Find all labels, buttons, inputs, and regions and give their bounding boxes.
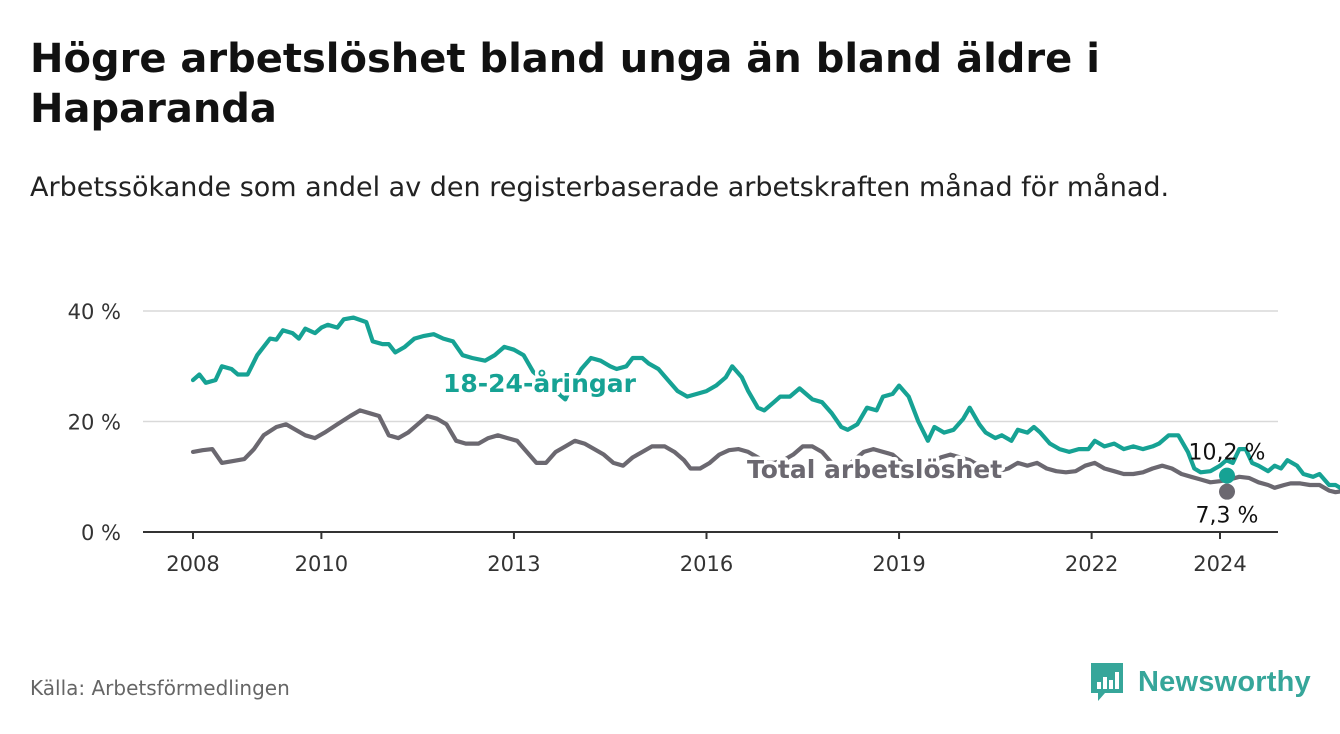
series-line-1 — [190, 408, 1340, 495]
x-tick-label: 2008 — [166, 552, 219, 576]
series-label-halo: Total arbetslöshet — [747, 455, 1002, 484]
series-end-point — [1219, 483, 1235, 500]
series-line-0 — [190, 315, 1340, 491]
x-tick-label: 2019 — [872, 552, 925, 576]
chart-title: Högre arbetslöshet bland unga än bland ä… — [30, 36, 1100, 132]
brand-logo[interactable]: Newsworthy — [1088, 660, 1311, 704]
x-tick-label: 2010 — [295, 552, 348, 576]
y-tick-label: 20 % — [68, 411, 121, 435]
x-tick-label: 2016 — [680, 552, 733, 576]
chart-subtitle: Arbetssökande som andel av den registerb… — [30, 172, 1170, 203]
series-label: Total arbetslöshet — [747, 455, 1002, 484]
series-lines — [190, 315, 1340, 495]
newsworthy-icon — [1091, 663, 1123, 701]
x-tick-label: 2013 — [487, 552, 540, 576]
source-note: Källa: Arbetsförmedlingen — [30, 676, 290, 700]
y-tick-label: 0 % — [81, 521, 121, 545]
brand-name: Newsworthy — [1138, 665, 1311, 698]
series-label: 18-24-åringar — [443, 369, 637, 398]
series-label-halo: 18-24-åringar — [443, 369, 637, 398]
series-end-point — [1219, 467, 1235, 484]
axes: 0 % 20 % 40 % 2008 2010 2013 2016 2019 2022 2024 — [68, 300, 1278, 576]
x-tick-label: 2024 — [1193, 552, 1246, 576]
grid-lines — [143, 310, 1278, 423]
x-tick-label: 2022 — [1065, 552, 1118, 576]
y-tick-label: 40 % — [68, 300, 121, 324]
series-end-label: 10,2 % — [1189, 441, 1266, 466]
series-end-label: 7,3 % — [1196, 504, 1259, 529]
